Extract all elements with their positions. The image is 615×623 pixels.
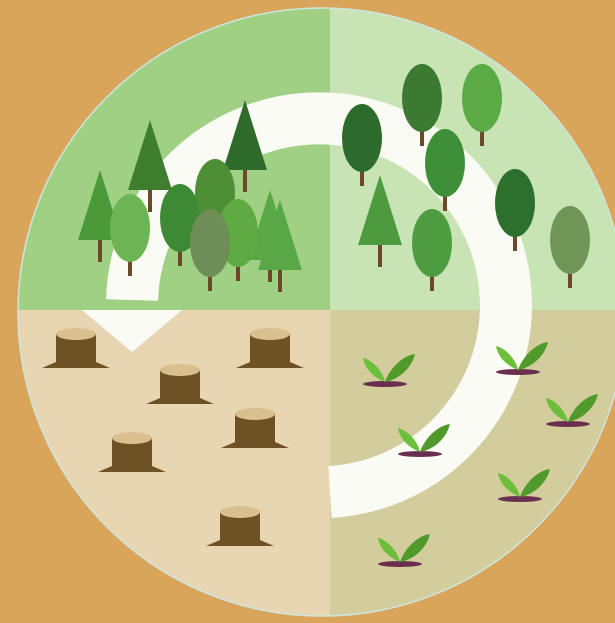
forest-cycle-illustration (0, 0, 615, 623)
page: {} (0, 0, 615, 623)
circle (0, 0, 615, 623)
